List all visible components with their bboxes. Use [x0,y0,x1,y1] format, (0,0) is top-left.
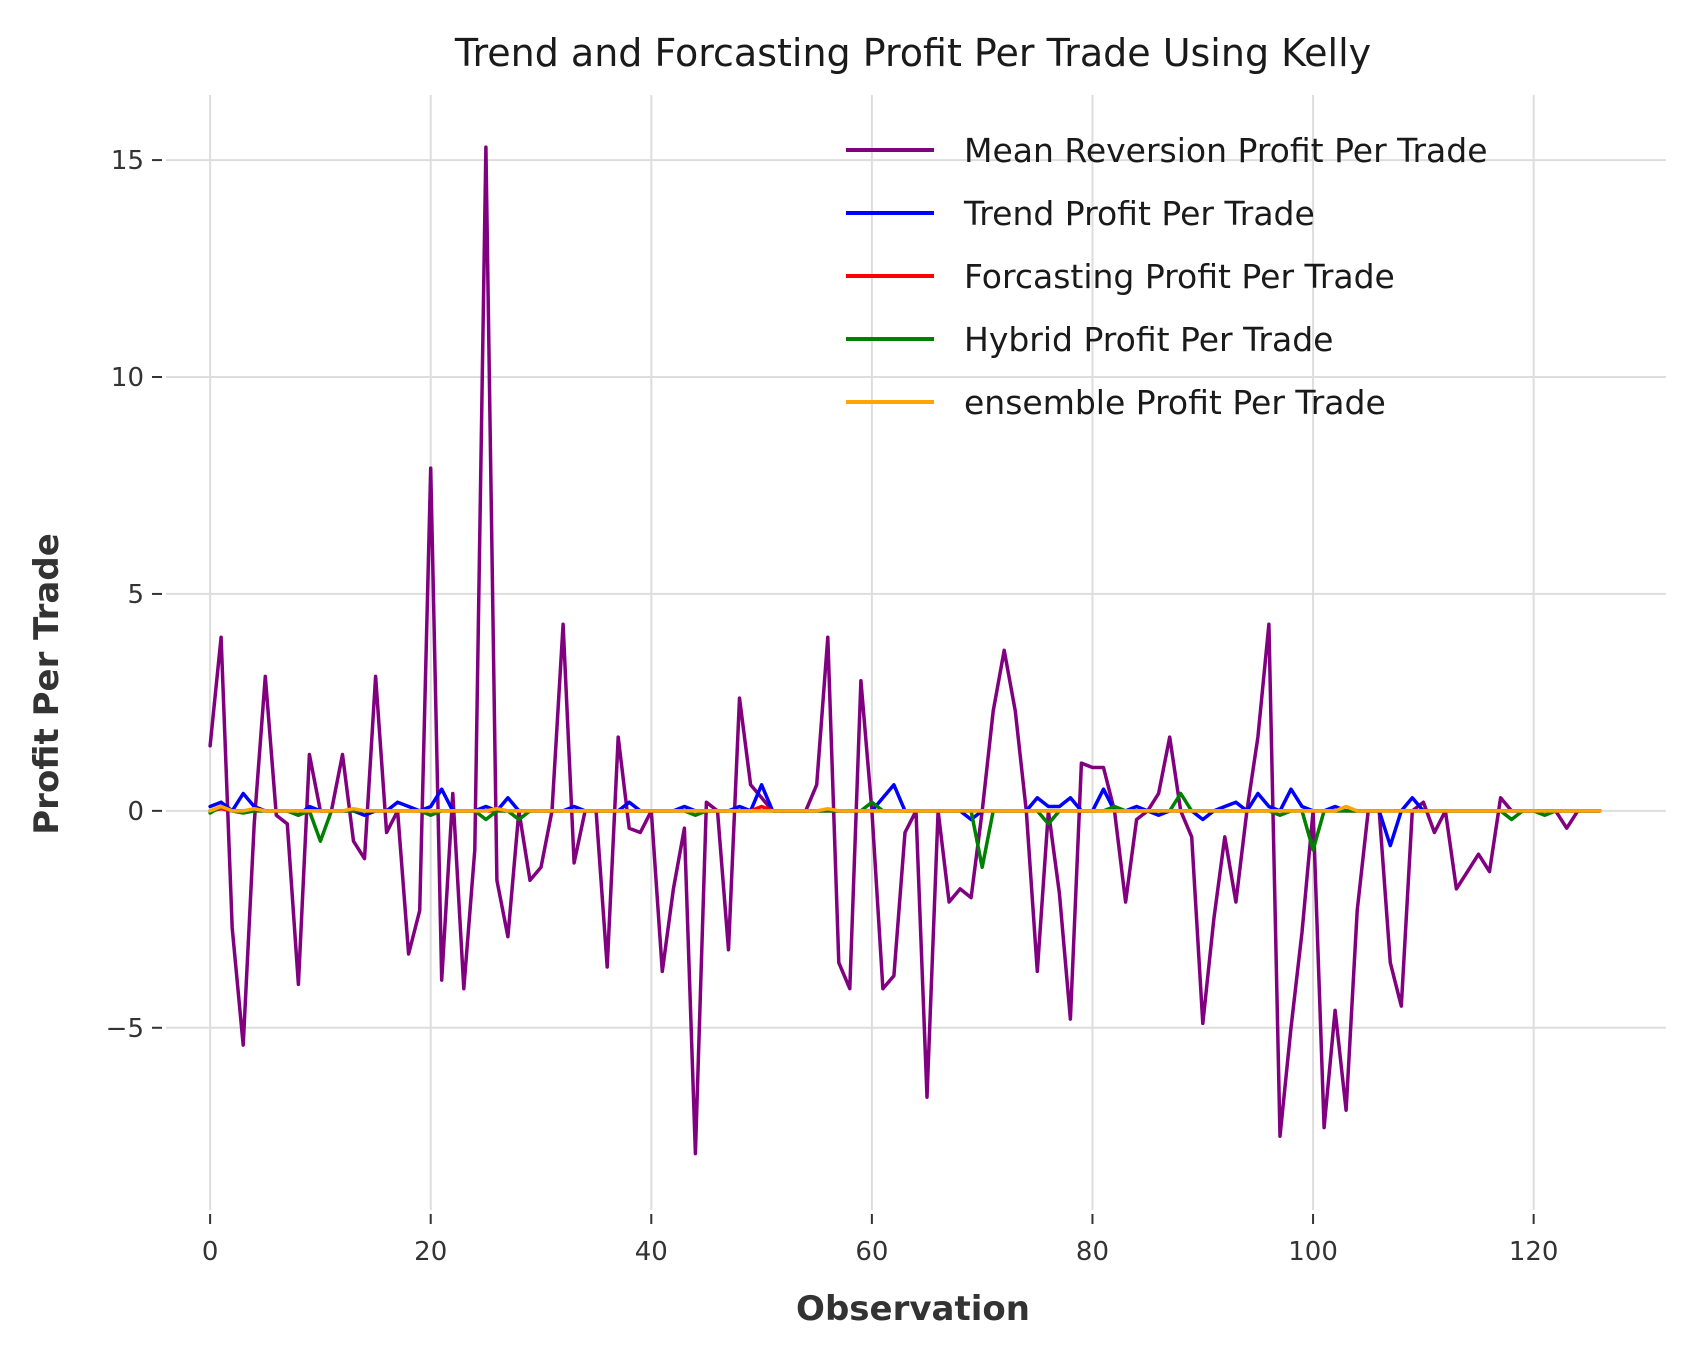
x-tick-label: 40 [635,1237,668,1267]
x-tick-label: 60 [855,1237,888,1267]
legend-label: Trend Profit Per Trade [963,194,1315,233]
legend: Mean Reversion Profit Per Trade Trend Pro… [846,131,1488,422]
legend-label: Mean Reversion Profit Per Trade [964,131,1488,170]
legend-label: Forcasting Profit Per Trade [964,257,1395,296]
series-line-5 [208,804,1602,813]
x-tick-label: 20 [414,1237,447,1267]
legend-label: Hybrid Profit Per Trade [964,320,1333,359]
chart-title: Trend and Forcasting Profit Per Trade Us… [454,31,1371,75]
y-tick-label: 0 [127,797,144,827]
y-tick-label: 5 [127,580,144,610]
x-axis: 0 20 40 60 80 100 120 [202,1214,1559,1267]
y-axis: −5 0 5 10 15 [106,146,162,1044]
y-tick-label: −5 [106,1014,144,1044]
legend-label: ensemble Profit Per Trade [964,383,1386,422]
x-tick-label: 0 [202,1237,219,1267]
y-tick-label: 10 [111,363,144,393]
x-axis-label: Observation [796,1289,1030,1329]
x-tick-label: 120 [1509,1237,1559,1267]
series-layer [208,145,1602,1156]
series-line-1 [208,145,1602,1156]
x-tick-label: 100 [1288,1237,1338,1267]
x-tick-label: 80 [1076,1237,1109,1267]
y-tick-label: 15 [111,146,144,176]
grid [166,95,1666,1210]
y-axis-label: Profit Per Trade [27,533,67,834]
